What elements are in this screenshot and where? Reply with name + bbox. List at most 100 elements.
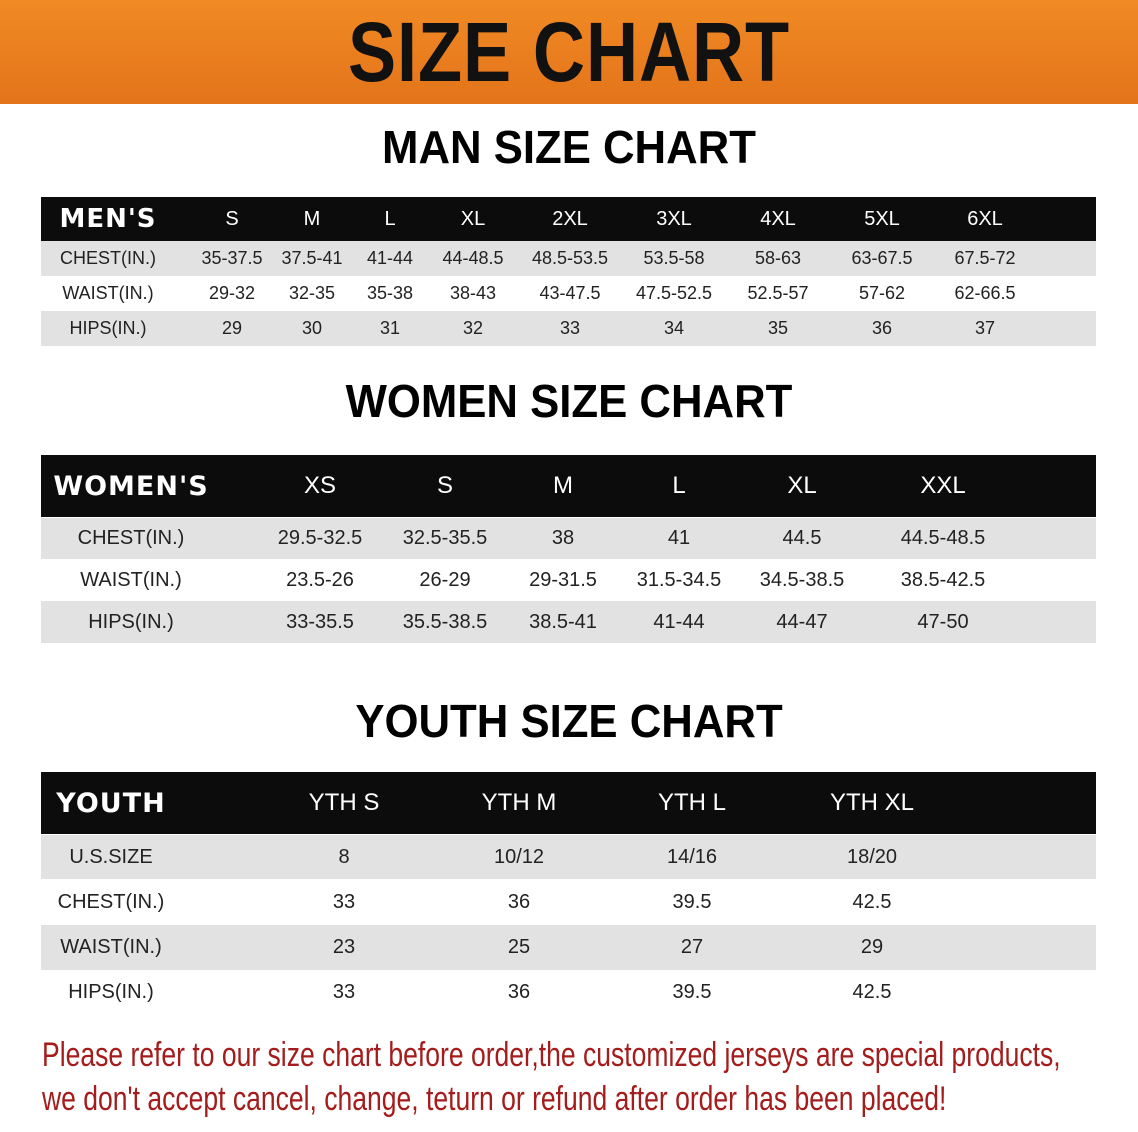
table-row: HIPS(IN.) 29 30 31 32 33 34 35 36 37	[41, 311, 1096, 346]
youth-section-title: YOUTH SIZE CHART	[355, 695, 783, 747]
table-cell: 44.5-48.5	[900, 527, 986, 549]
table-row: CHEST(IN.) 35-37.5 37.5-41 41-44 44-48.5 48.5…	[41, 241, 1096, 276]
size-header-cell: L	[672, 472, 686, 499]
size-header-cell: XXL	[920, 472, 966, 499]
table-cell: 33	[332, 981, 356, 1003]
size-header-cell: XL	[787, 472, 817, 499]
table-cell: 44.5	[782, 527, 822, 549]
table-header-row: YOUTH YTH S YTH M YTH L YTH XL	[41, 772, 1096, 834]
table-cell: 36	[507, 981, 531, 1003]
table-title-cell: MEN'S	[59, 204, 157, 234]
table-cell: 37	[974, 318, 996, 338]
table-header-row: WOMEN'S XS S M L XL XXL	[41, 455, 1096, 517]
table-cell: 34.5-38.5	[759, 568, 845, 591]
measurement-label: CHEST(IN.)	[77, 527, 185, 549]
size-header-cell: XS	[303, 472, 337, 499]
size-header-cell: 2XL	[552, 207, 588, 230]
table-cell: 41-44	[653, 610, 705, 633]
size-header-cell: YTH XL	[829, 789, 915, 816]
notice-line-2: we don't accept cancel, change, teturn o…	[42, 1080, 947, 1118]
size-header-cell: XL	[460, 207, 486, 230]
size-header-cell: 3XL	[656, 207, 692, 230]
table-cell: 42.5	[852, 891, 892, 913]
table-cell: 48.5-53.5	[531, 248, 609, 268]
table-cell: 32-35	[288, 283, 336, 303]
table-cell: 27	[680, 936, 704, 958]
size-header-cell: YTH L	[657, 789, 727, 816]
size-header-cell: 6XL	[967, 207, 1003, 230]
table-cell: 63-67.5	[851, 248, 913, 268]
table-cell: 52.5-57	[747, 283, 809, 303]
table-row: CHEST(IN.) 29.5-32.5 32.5-35.5 38 41 44.5 44.5…	[41, 518, 1096, 559]
table-cell: 30	[301, 318, 323, 338]
table-row: HIPS(IN.) 33 36 39.5 42.5	[41, 970, 1096, 1015]
table-cell: 41	[667, 527, 691, 549]
table-cell: 31.5-34.5	[636, 568, 722, 591]
table-cell: 42.5	[852, 981, 892, 1003]
measurement-label: HIPS(IN.)	[68, 981, 154, 1003]
table-cell: 38.5-41	[529, 610, 597, 633]
table-cell: 58-63	[754, 248, 802, 268]
size-header-cell: M	[553, 472, 573, 499]
measurement-label: WAIST(IN.)	[62, 283, 154, 303]
measurement-label: WAIST(IN.)	[60, 936, 162, 958]
men-section-title: MAN SIZE CHART	[382, 121, 756, 173]
table-cell: 53.5-58	[643, 248, 705, 268]
table-cell: 32	[462, 318, 484, 338]
size-header-cell: S	[225, 207, 239, 230]
table-cell: 14/16	[666, 845, 718, 868]
table-cell: 57-62	[858, 283, 906, 303]
size-header-cell: YTH S	[308, 789, 380, 816]
women-section-title: WOMEN SIZE CHART	[345, 375, 793, 427]
table-title-cell: WOMEN'S	[53, 470, 209, 502]
table-cell: 34	[663, 318, 685, 338]
table-cell: 23.5-26	[286, 568, 354, 591]
table-cell: 25	[507, 936, 531, 958]
table-cell: 35.5-38.5	[402, 610, 488, 633]
table-cell: 33	[332, 891, 356, 913]
measurement-label: WAIST(IN.)	[80, 568, 182, 591]
measurement-label: HIPS(IN.)	[88, 610, 174, 633]
table-cell: 35-37.5	[201, 248, 263, 268]
table-cell: 38	[551, 527, 575, 549]
table-cell: 41-44	[366, 248, 414, 268]
table-cell: 32.5-35.5	[402, 527, 488, 549]
table-cell: 35-38	[366, 283, 414, 303]
table-row: WAIST(IN.) 29-32 32-35 35-38 38-43 43-47.5 47.…	[41, 276, 1096, 311]
table-cell: 39.5	[672, 891, 712, 913]
table-row: CHEST(IN.) 33 36 39.5 42.5	[41, 880, 1096, 925]
table-cell: 26-29	[419, 568, 471, 591]
table-cell: 35	[767, 318, 789, 338]
table-row: WAIST(IN.) 23.5-26 26-29 29-31.5 31.5-34.5 34…	[41, 559, 1096, 601]
measurement-label: U.S.SIZE	[69, 845, 153, 868]
measurement-label: CHEST(IN.)	[60, 248, 156, 268]
table-header-row: MEN'S S M L XL 2XL 3XL 4XL 5XL 6XL	[41, 197, 1096, 241]
size-header-cell: YTH M	[481, 789, 557, 816]
table-cell: 38-43	[449, 283, 497, 303]
banner-title: SIZE CHART	[347, 5, 791, 99]
measurement-label: CHEST(IN.)	[57, 891, 165, 913]
table-title-cell: YOUTH	[56, 787, 166, 819]
notice-line-1: Please refer to our size chart before or…	[42, 1036, 1061, 1074]
table-cell: 33	[559, 318, 581, 338]
size-header-cell: 4XL	[760, 207, 796, 230]
table-cell: 36	[871, 318, 893, 338]
table-cell: 33-35.5	[286, 610, 354, 633]
title-banner: SIZE CHART	[0, 0, 1138, 104]
size-header-cell: M	[303, 207, 321, 230]
table-row: U.S.SIZE 8 10/12 14/16 18/20	[41, 835, 1096, 879]
size-header-cell: 5XL	[864, 207, 900, 230]
table-cell: 44-48.5	[442, 248, 504, 268]
table-row: HIPS(IN.) 33-35.5 35.5-38.5 38.5-41 41-44 44-…	[41, 601, 1096, 643]
table-cell: 38.5-42.5	[900, 568, 986, 591]
size-header-cell: L	[384, 207, 396, 230]
table-cell: 23	[332, 936, 356, 958]
table-cell: 39.5	[672, 981, 712, 1003]
table-cell: 29-31.5	[529, 568, 597, 591]
table-cell: 47.5-52.5	[635, 283, 713, 303]
table-cell: 62-66.5	[954, 283, 1016, 303]
table-cell: 43-47.5	[539, 283, 601, 303]
table-cell: 10/12	[493, 845, 545, 868]
table-cell: 36	[507, 891, 531, 913]
table-cell: 8	[338, 845, 350, 868]
